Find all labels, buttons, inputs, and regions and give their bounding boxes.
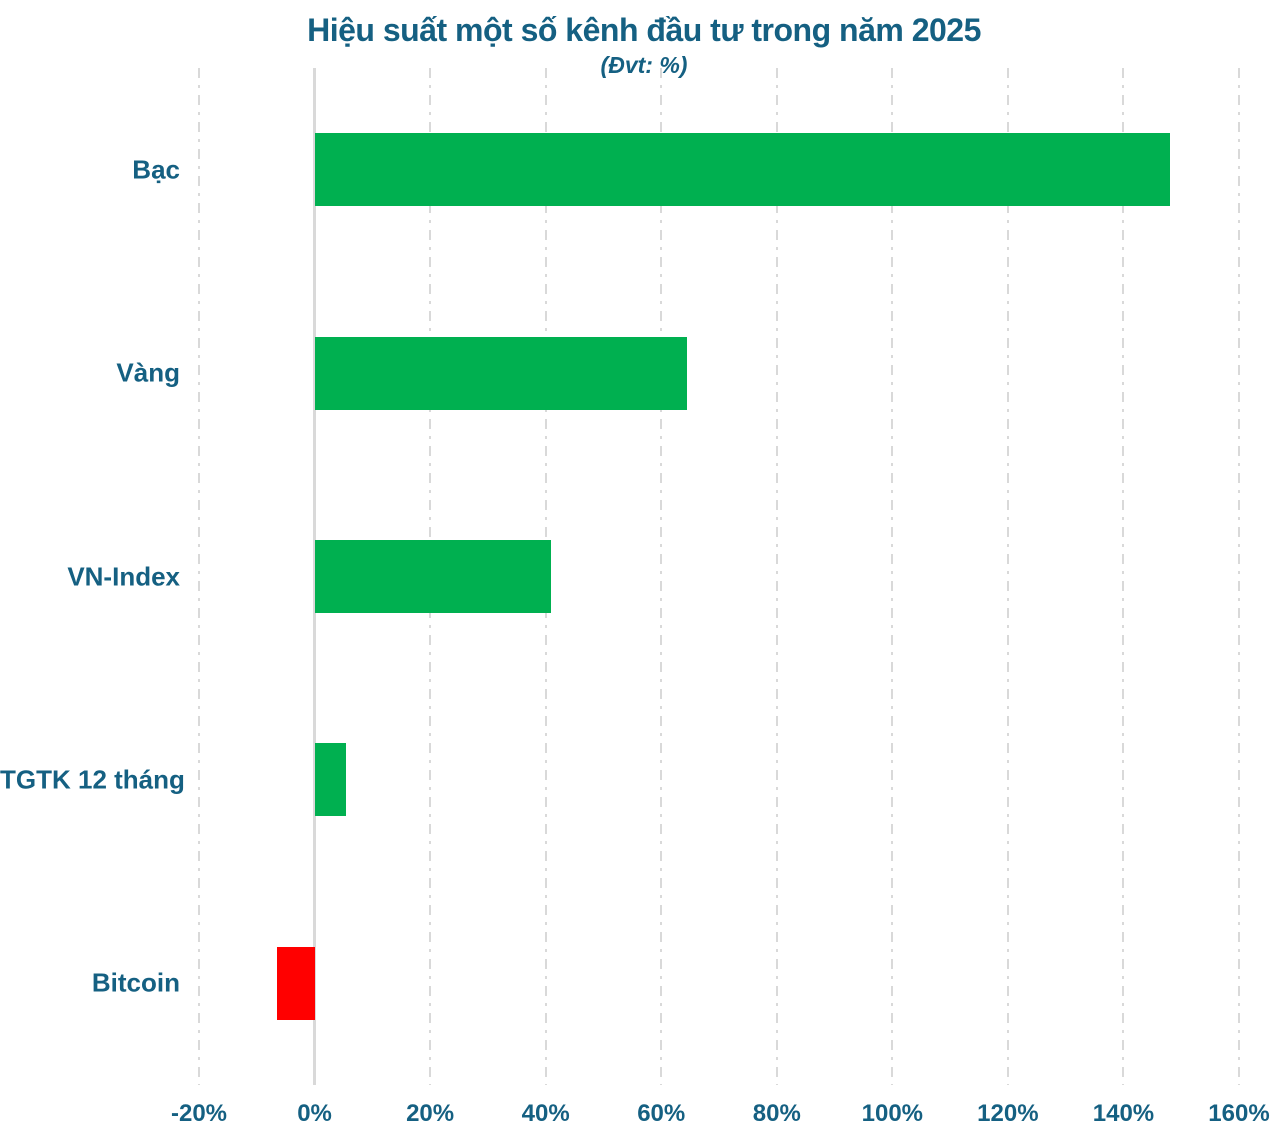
x-tick-label: 140% <box>1092 1100 1155 1127</box>
gridline-60% <box>660 68 663 1085</box>
chart-title: Hiệu suất một số kênh đầu tư trong năm 2… <box>307 12 981 48</box>
gridline-120% <box>1006 68 1009 1085</box>
bar-VN-Index <box>314 540 552 613</box>
gridline--20% <box>198 68 200 1085</box>
category-label: Bitcoin <box>91 967 180 998</box>
gridline-80% <box>775 68 778 1085</box>
x-tick-label: 100% <box>861 1100 924 1127</box>
x-tick-label: 120% <box>977 1100 1039 1127</box>
category-label: TGTK 12 tháng <box>0 764 185 795</box>
bar-Bạc <box>314 133 1170 207</box>
x-tick-label: 60% <box>637 1100 686 1127</box>
x-tick-label: 160% <box>1208 1100 1270 1127</box>
gridline-160% <box>1238 68 1240 1085</box>
x-tick-label: 20% <box>406 1100 455 1127</box>
x-tick-label: 40% <box>521 1100 570 1127</box>
category-label: Vàng <box>116 357 180 388</box>
bar-TGTK 12 tháng <box>314 743 347 817</box>
bar-Bitcoin <box>277 946 315 1020</box>
category-label: Bạc <box>132 154 180 185</box>
gridline-100% <box>891 68 894 1085</box>
gridline-140% <box>1122 68 1125 1085</box>
plot-area <box>198 68 1240 1085</box>
bar-Vàng <box>314 336 688 410</box>
x-tick-label: -20% <box>170 1100 228 1127</box>
x-tick-label: 80% <box>752 1100 801 1127</box>
x-tick-label: 0% <box>297 1100 332 1127</box>
category-label: VN-Index <box>67 561 180 591</box>
chart-subtitle: (Đvt: %) <box>600 52 688 78</box>
